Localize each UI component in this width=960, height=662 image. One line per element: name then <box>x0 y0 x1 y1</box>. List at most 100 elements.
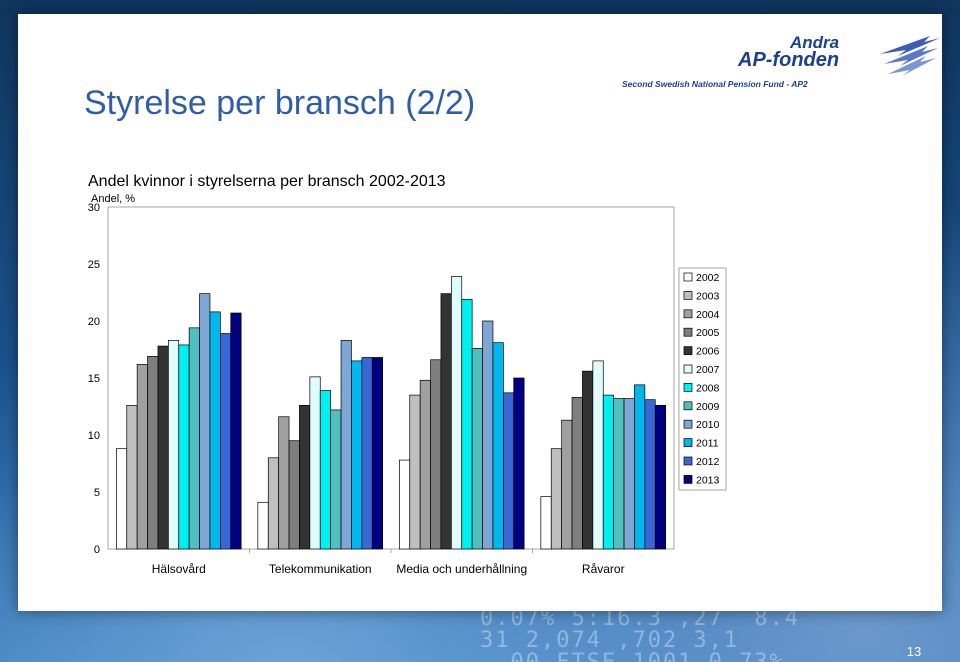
bar-1-2010 <box>199 293 211 550</box>
legend-label-2010: 2010 <box>696 419 720 431</box>
bar-1-2012 <box>220 333 232 550</box>
y-tick-label: 10 <box>88 430 100 442</box>
bar-4-2010 <box>623 398 635 550</box>
bar-4-2004 <box>561 419 573 550</box>
slide: Styrelse per bransch (2/2) Andra AP-fond… <box>18 14 942 659</box>
ap2-logo: Andra AP-fonden Second Swedish National … <box>620 32 940 98</box>
bar-3-2006 <box>440 293 452 550</box>
legend-label-2012: 2012 <box>696 456 720 468</box>
y-tick-label: 25 <box>88 259 100 271</box>
bar-3-2010 <box>482 320 494 550</box>
bar-4-2013 <box>654 405 666 550</box>
bar-2-2005 <box>288 440 300 550</box>
bar-4-2012 <box>644 399 656 550</box>
bar-2-2003 <box>267 457 279 550</box>
bar-1-2005 <box>147 355 159 550</box>
legend-swatch-2008 <box>683 383 693 392</box>
logo-swoosh-icon <box>880 36 940 76</box>
legend-label-2007: 2007 <box>696 364 720 376</box>
legend-label-2013: 2013 <box>696 474 720 486</box>
legend-swatch-2004 <box>683 309 693 319</box>
bar-3-2005 <box>430 359 442 550</box>
bar-4-2005 <box>571 397 583 550</box>
legend-swatch-2009 <box>683 401 693 411</box>
bar-2-2012 <box>361 357 373 550</box>
bar-2-2002 <box>257 501 269 550</box>
legend-swatch-2005 <box>683 327 693 337</box>
bar-1-2008 <box>178 344 190 550</box>
legend-swatch-2012 <box>683 456 693 466</box>
legend-label-2011: 2011 <box>696 438 719 450</box>
y-tick-label: 30 <box>88 202 100 214</box>
legend-swatch-2013 <box>683 475 693 484</box>
page-number: 13 <box>906 644 922 659</box>
bar-1-2011 <box>209 311 221 550</box>
bar-3-2012 <box>503 392 515 550</box>
legend-swatch-2006 <box>683 346 693 355</box>
bar-1-2006 <box>157 345 169 550</box>
y-axis-label: Andel, % <box>91 193 135 205</box>
x-category-label: Telekommunikation <box>269 562 372 576</box>
legend-label-2006: 2006 <box>696 346 720 358</box>
legend-swatch-2003 <box>683 291 693 300</box>
bar-2-2009 <box>330 409 342 550</box>
x-labels-group: Hälsovård Telekommunikation Media och unde… <box>152 549 625 576</box>
bar-4-2002 <box>540 496 552 550</box>
bar-3-2009 <box>471 348 483 550</box>
bar-1-2004 <box>136 363 148 550</box>
bar-1-2003 <box>126 405 138 550</box>
legend-label-2002: 2002 <box>696 272 720 284</box>
bar-4-2007 <box>592 360 604 550</box>
bar-2-2004 <box>278 416 290 550</box>
bar-1-2002 <box>115 448 128 550</box>
legend-swatch-2010 <box>683 419 693 429</box>
bar-3-2013 <box>513 377 525 550</box>
logo-line-3: Second Swedish National Pension Fund - A… <box>622 79 808 89</box>
legend-label-2005: 2005 <box>696 327 720 339</box>
bar-4-2011 <box>634 384 646 550</box>
x-category-label: Hälsovård <box>152 562 206 576</box>
legend: 2002 2003 2004 2005 2006 2007 2008 2009 2010 2011… <box>678 267 727 491</box>
legend-label-2009: 2009 <box>696 401 720 413</box>
y-tick-label: 20 <box>88 316 100 328</box>
bar-3-2002 <box>399 459 411 550</box>
bar-3-2004 <box>419 379 431 550</box>
legend-swatch-2002 <box>683 272 693 282</box>
bar-3-2003 <box>409 394 421 550</box>
legend-label-2003: 2003 <box>696 290 720 302</box>
y-tick-label: 15 <box>88 373 100 385</box>
bar-2-2010 <box>340 340 352 550</box>
bar-3-2007 <box>451 276 463 550</box>
bar-1-2009 <box>188 327 200 550</box>
chart-title: Andel kvinnor i styrelserna per bransch … <box>88 173 446 190</box>
bar-2-2011 <box>351 360 363 550</box>
logo-line-1: Andra <box>790 33 840 52</box>
y-tick-label: 0 <box>94 544 100 556</box>
bar-1-2007 <box>168 340 180 550</box>
legend-label-2008: 2008 <box>696 382 720 394</box>
bar-4-2009 <box>613 398 625 550</box>
bar-2-2008 <box>319 390 331 550</box>
logo-line-2: AP-fonden <box>738 49 840 71</box>
bar-2-2007 <box>309 376 321 550</box>
legend-swatch-2011 <box>683 438 693 447</box>
y-tick-label: 5 <box>94 487 100 499</box>
background-digits-decoration: 0.07% 5:16.3 ,27 8.4 31 2,074 ,702 3,1 0… <box>480 608 801 662</box>
bar-4-2003 <box>550 448 562 550</box>
legend-box <box>678 267 727 491</box>
bar-4-2008 <box>602 394 614 550</box>
bar-chart: Andel kvinnor i styrelserna per bransch … <box>88 173 727 576</box>
slide-title: Styrelse per bransch (2/2) <box>84 84 476 122</box>
x-category-label: Råvaror <box>582 562 625 576</box>
bar-4-2006 <box>582 370 594 550</box>
bar-1-2013 <box>230 312 242 550</box>
bar-3-2011 <box>492 342 504 550</box>
x-category-label: Media och underhållning <box>396 562 527 576</box>
bar-2-2013 <box>371 357 383 550</box>
bar-2-2006 <box>299 405 311 550</box>
bar-3-2008 <box>461 298 473 550</box>
legend-swatch-2007 <box>683 364 693 374</box>
y-ticks-group: 0 5 10 15 20 25 30 <box>88 202 100 556</box>
bars-group <box>115 276 666 550</box>
legend-label-2004: 2004 <box>696 309 720 321</box>
